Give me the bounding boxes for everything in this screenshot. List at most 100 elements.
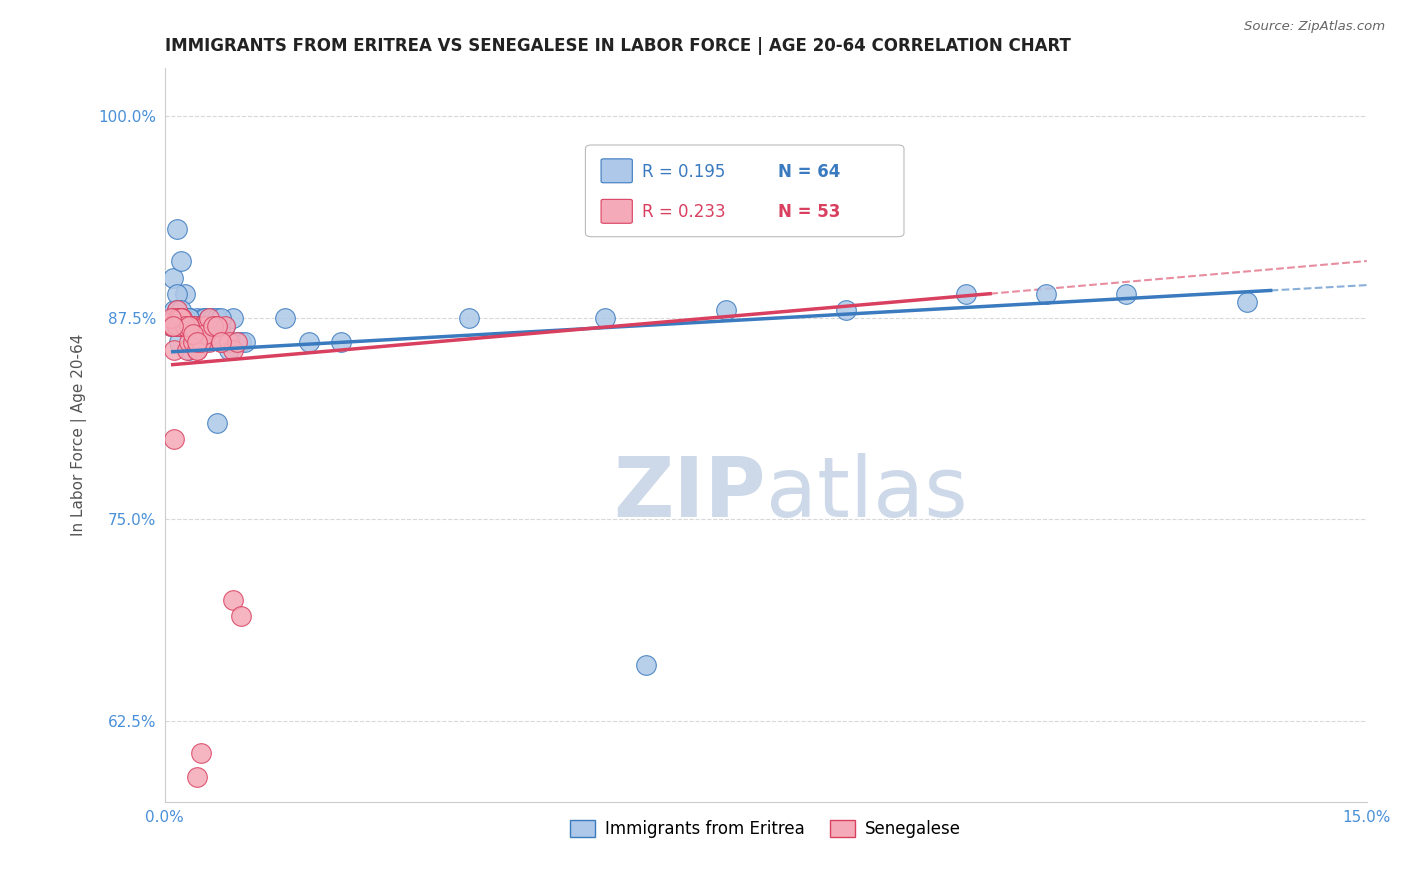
- Point: [163, 432, 186, 446]
- Point: [190, 318, 212, 333]
- Point: [194, 318, 217, 333]
- Point: [163, 310, 186, 325]
- Point: [177, 334, 200, 349]
- Legend: Immigrants from Eritrea, Senegalese: Immigrants from Eritrea, Senegalese: [564, 814, 967, 845]
- Point: [186, 343, 208, 358]
- Point: [714, 302, 737, 317]
- Point: [205, 416, 228, 430]
- Point: [166, 310, 188, 325]
- Point: [229, 334, 252, 349]
- FancyBboxPatch shape: [600, 199, 633, 223]
- Point: [194, 310, 217, 325]
- Point: [1035, 286, 1057, 301]
- Point: [166, 318, 188, 333]
- Point: [173, 286, 195, 301]
- Point: [225, 334, 247, 349]
- Point: [190, 746, 212, 760]
- Point: [167, 334, 190, 349]
- Text: ZIP: ZIP: [613, 453, 766, 534]
- Point: [194, 326, 217, 341]
- Point: [179, 310, 201, 325]
- Point: [214, 318, 236, 333]
- Point: [218, 343, 240, 358]
- Point: [177, 343, 200, 358]
- Point: [167, 310, 190, 325]
- Point: [187, 318, 209, 333]
- Point: [197, 326, 219, 341]
- Point: [179, 318, 201, 333]
- Point: [163, 343, 186, 358]
- Text: Source: ZipAtlas.com: Source: ZipAtlas.com: [1244, 20, 1385, 33]
- Point: [191, 310, 214, 325]
- Point: [218, 334, 240, 349]
- Point: [201, 326, 224, 341]
- Point: [181, 334, 204, 349]
- Point: [835, 302, 858, 317]
- Point: [176, 318, 198, 333]
- Point: [181, 334, 204, 349]
- Point: [233, 334, 256, 349]
- Point: [330, 334, 353, 349]
- Point: [163, 302, 186, 317]
- Point: [205, 310, 228, 325]
- Point: [190, 334, 212, 349]
- Point: [162, 318, 184, 333]
- Point: [209, 310, 232, 325]
- Point: [205, 318, 228, 333]
- Point: [181, 318, 204, 333]
- Point: [458, 310, 481, 325]
- Point: [172, 318, 194, 333]
- Point: [170, 254, 193, 268]
- Point: [172, 318, 194, 333]
- Point: [201, 318, 224, 333]
- Point: [162, 270, 184, 285]
- Text: IMMIGRANTS FROM ERITREA VS SENEGALESE IN LABOR FORCE | AGE 20-64 CORRELATION CHA: IMMIGRANTS FROM ERITREA VS SENEGALESE IN…: [165, 37, 1070, 55]
- Point: [162, 318, 184, 333]
- Text: atlas: atlas: [766, 453, 967, 534]
- Point: [177, 310, 200, 325]
- Point: [173, 318, 195, 333]
- Point: [186, 318, 208, 333]
- Point: [209, 334, 232, 349]
- Point: [186, 310, 208, 325]
- Point: [201, 310, 224, 325]
- Point: [1236, 294, 1258, 309]
- Point: [225, 334, 247, 349]
- Point: [186, 318, 208, 333]
- Point: [173, 318, 195, 333]
- Point: [186, 343, 208, 358]
- Point: [181, 318, 204, 333]
- Point: [205, 318, 228, 333]
- Point: [176, 343, 198, 358]
- Point: [167, 318, 190, 333]
- Text: R = 0.233: R = 0.233: [643, 203, 725, 221]
- Point: [1115, 286, 1137, 301]
- Point: [298, 334, 321, 349]
- Point: [177, 310, 200, 325]
- FancyBboxPatch shape: [585, 145, 904, 236]
- Point: [201, 318, 224, 333]
- Point: [955, 286, 977, 301]
- Point: [177, 318, 200, 333]
- Point: [186, 771, 208, 785]
- Point: [201, 318, 224, 333]
- Point: [634, 657, 657, 672]
- Point: [170, 310, 193, 325]
- Point: [177, 318, 200, 333]
- Point: [191, 318, 214, 333]
- Point: [184, 318, 207, 333]
- Point: [166, 222, 188, 236]
- Point: [209, 334, 232, 349]
- Point: [181, 326, 204, 341]
- Point: [172, 310, 194, 325]
- Point: [181, 318, 204, 333]
- Point: [222, 310, 245, 325]
- Point: [214, 318, 236, 333]
- Point: [162, 310, 184, 325]
- Point: [194, 318, 217, 333]
- Point: [222, 593, 245, 607]
- Text: N = 64: N = 64: [778, 162, 841, 181]
- Point: [173, 318, 195, 333]
- Point: [160, 310, 183, 325]
- Point: [160, 318, 183, 333]
